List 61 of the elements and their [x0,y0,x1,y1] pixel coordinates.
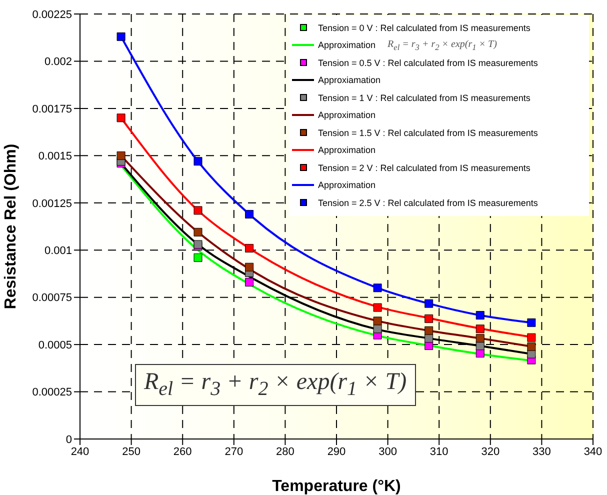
y-tick-label: 0.001 [44,245,72,258]
point [476,334,484,343]
y-tick-label: 0.002 [44,56,72,68]
x-tick-label: 250 [122,446,140,458]
point [194,253,202,262]
point [245,262,254,272]
legend-label: Tension = 1 V : Rel calculated from IS measurements [318,92,530,103]
text: R$_{el}$ = r$_{3}$ + r$_{2}$ × exp(r$_{1}$ × T) [144,369,407,400]
point [424,299,434,308]
point [527,333,536,342]
x-tick-label: 280 [276,446,294,458]
x-tick-label: 240 [70,446,90,458]
x-tick-label: 270 [224,446,244,458]
y-tick-label: 0 [66,434,72,446]
legend-label: Approximation [318,110,376,120]
legend-label: Tension = 1.5 V : Rel calculated from IS measurements [318,128,538,138]
point [527,318,536,327]
legend-label: Tension = 2 V : Rel calculated from IS measurements [318,162,530,173]
point [116,32,126,41]
x-tick-label: 310 [430,446,448,458]
point [194,228,202,236]
y-tick-label: 0.00125 [32,198,72,210]
y-tick-label: 0.00075 [32,292,72,304]
x-axis-title: Temperature (°K) [272,478,401,495]
point [527,342,536,351]
point [245,244,254,252]
x-tick-label: 290 [327,446,346,458]
x-tick-label: 320 [481,446,500,458]
x-tick-label: 300 [378,446,397,458]
legend-label: Approximation [318,180,376,190]
point [373,303,382,312]
point [424,314,434,323]
legend-label: Approximation [318,145,376,156]
point [527,350,536,358]
point [194,206,202,215]
y-axis-title: Resistance Rel (Ohm) [2,144,20,310]
point [476,311,484,320]
point [373,316,382,326]
legend-label: Tension = 2.5 V : Rel calculated from IS measurements [318,198,538,208]
y-tick-label: 0.00225 [32,8,72,21]
point [424,326,434,335]
x-tick-label: 330 [532,446,551,458]
point [373,324,382,334]
x-tick-label: 340 [584,446,602,458]
legend-label: Tension = 0 V : Rel calculated from IS measurements [318,22,530,33]
point [194,157,202,166]
y-tick-label: 0.00025 [32,386,72,399]
point [116,114,126,122]
text: R$_{el}$ = r$_{3}$ + r$_{2}$ × exp(r$_{1}$ × T) [388,38,497,52]
point [116,151,126,160]
x-tick-label: 260 [173,446,192,458]
point [476,324,484,334]
point [245,278,254,286]
point [245,210,254,218]
point [373,284,382,292]
y-tick-label: 0.0005 [38,339,72,352]
y-tick-label: 0.00175 [32,103,72,116]
legend-label: Approxiamation [318,75,381,86]
y-tick-label: 0.0015 [38,150,72,163]
legend-label: Approximation [318,40,376,50]
legend-label: Tension = 0.5 V : Rel calculated from IS measurements [318,58,538,68]
